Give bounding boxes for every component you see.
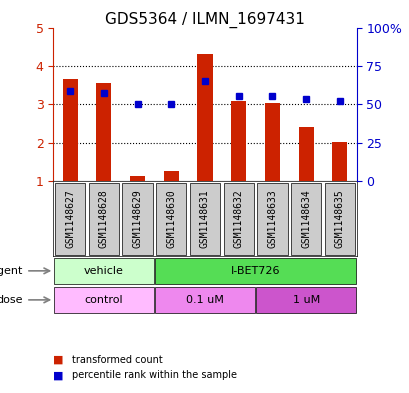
FancyBboxPatch shape bbox=[54, 286, 153, 313]
Bar bbox=[298, 127, 313, 181]
Bar bbox=[331, 142, 346, 181]
FancyBboxPatch shape bbox=[155, 286, 254, 313]
Bar bbox=[231, 101, 246, 181]
Title: GDS5364 / ILMN_1697431: GDS5364 / ILMN_1697431 bbox=[105, 11, 304, 28]
Bar bbox=[264, 103, 279, 181]
Text: percentile rank within the sample: percentile rank within the sample bbox=[72, 370, 236, 380]
Text: ■: ■ bbox=[53, 370, 64, 380]
Bar bbox=[130, 176, 145, 181]
Bar bbox=[197, 53, 212, 181]
FancyBboxPatch shape bbox=[256, 286, 355, 313]
FancyBboxPatch shape bbox=[54, 257, 153, 284]
Text: ■: ■ bbox=[53, 354, 64, 365]
Bar bbox=[63, 79, 78, 181]
Text: GSM1148630: GSM1148630 bbox=[166, 189, 176, 248]
FancyBboxPatch shape bbox=[55, 183, 85, 255]
Text: GSM1148632: GSM1148632 bbox=[233, 189, 243, 248]
Text: GSM1148633: GSM1148633 bbox=[267, 189, 277, 248]
FancyBboxPatch shape bbox=[189, 183, 220, 255]
Bar bbox=[163, 171, 178, 181]
Text: 1 uM: 1 uM bbox=[292, 295, 319, 305]
FancyBboxPatch shape bbox=[88, 183, 119, 255]
Text: dose: dose bbox=[0, 295, 23, 305]
Text: GSM1148628: GSM1148628 bbox=[99, 189, 109, 248]
Text: I-BET726: I-BET726 bbox=[230, 266, 280, 276]
Text: GSM1148634: GSM1148634 bbox=[300, 189, 310, 248]
Bar bbox=[96, 83, 111, 181]
FancyBboxPatch shape bbox=[155, 257, 355, 284]
Text: GSM1148627: GSM1148627 bbox=[65, 189, 75, 248]
FancyBboxPatch shape bbox=[256, 183, 287, 255]
Text: GSM1148631: GSM1148631 bbox=[200, 189, 209, 248]
Text: GSM1148629: GSM1148629 bbox=[132, 189, 142, 248]
FancyBboxPatch shape bbox=[324, 183, 354, 255]
Text: 0.1 uM: 0.1 uM bbox=[186, 295, 223, 305]
Text: vehicle: vehicle bbox=[84, 266, 124, 276]
Text: transformed count: transformed count bbox=[72, 354, 162, 365]
FancyBboxPatch shape bbox=[156, 183, 186, 255]
FancyBboxPatch shape bbox=[122, 183, 153, 255]
FancyBboxPatch shape bbox=[223, 183, 253, 255]
Text: agent: agent bbox=[0, 266, 23, 276]
Text: control: control bbox=[84, 295, 123, 305]
FancyBboxPatch shape bbox=[290, 183, 321, 255]
Text: GSM1148635: GSM1148635 bbox=[334, 189, 344, 248]
